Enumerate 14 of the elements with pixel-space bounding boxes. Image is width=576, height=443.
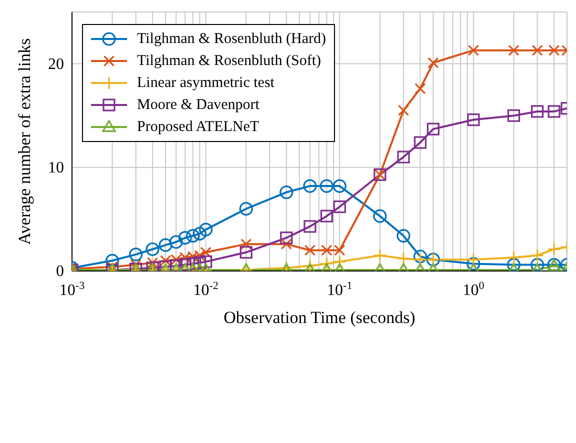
y-tick-label: 0: [56, 263, 64, 280]
x-tick-label: 10$^{0}$: [462, 280, 485, 299]
legend-label: Proposed ATELNeT: [137, 118, 260, 136]
y-tick-label: 10: [48, 159, 64, 176]
x-tick-label: 10$^{-1}$: [327, 280, 352, 299]
legend-label: Tilghman & Rosenbluth (Hard): [137, 30, 326, 48]
legend-label: Linear asymmetric test: [137, 74, 274, 92]
x-axis-title: Observation Time (seconds): [224, 308, 416, 327]
y-axis-title: Average number of extra links: [14, 38, 34, 245]
y-tick-label: 20: [48, 56, 64, 73]
x-tick-label: 10$^{-3}$: [59, 280, 86, 299]
x-tick-label: 10$^{-2}$: [193, 280, 218, 299]
legend-label: Tilghman & Rosenbluth (Soft): [137, 52, 322, 70]
legend-label: Moore & Davenport: [137, 96, 260, 114]
